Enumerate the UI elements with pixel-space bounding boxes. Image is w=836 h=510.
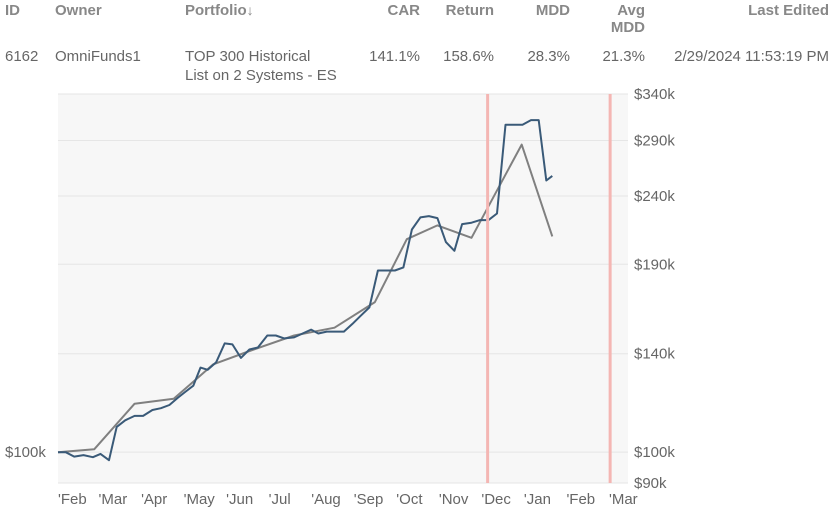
x-tick-label: 'Feb bbox=[566, 491, 595, 508]
x-tick-label: 'Nov bbox=[439, 491, 469, 508]
x-tick-label: 'Aug bbox=[311, 491, 341, 508]
equity-chart: $340k $290k $240k $190k $140k $100k $90k $100k '… bbox=[5, 88, 675, 508]
y-tick-label-left: $100k bbox=[5, 444, 46, 461]
plot-background bbox=[58, 94, 628, 483]
header-avg-mdd-line1: Avg bbox=[617, 2, 645, 19]
header-mdd[interactable]: MDD bbox=[535, 2, 570, 19]
cell-mdd: 28.3% bbox=[527, 48, 570, 65]
header-return[interactable]: Return bbox=[445, 2, 494, 19]
y-tick-label-right: $90k bbox=[634, 475, 667, 492]
axis-labels: $340k $290k $240k $190k $140k $100k $90k $100k '… bbox=[5, 88, 675, 508]
cell-id: 6162 bbox=[5, 48, 39, 65]
y-tick-label-right: $100k bbox=[634, 444, 675, 461]
x-tick-label: 'Apr bbox=[141, 491, 167, 508]
gridlines bbox=[58, 93, 628, 484]
plot-area bbox=[58, 94, 628, 483]
header-avg-mdd[interactable]: Avg MDD bbox=[611, 2, 645, 36]
x-tick-label: 'Jun bbox=[226, 491, 253, 508]
x-tick-label: 'Mar bbox=[99, 491, 128, 508]
x-tick-label: 'Mar bbox=[609, 491, 638, 508]
cell-portfolio-line1: TOP 300 Historical bbox=[185, 48, 311, 65]
x-tick-label: 'Jan bbox=[524, 491, 551, 508]
y-tick-label-right: $240k bbox=[634, 188, 675, 205]
highlight-lines bbox=[486, 94, 612, 483]
cell-owner[interactable]: OmniFunds1 bbox=[55, 48, 141, 65]
x-tick-label: 'May bbox=[184, 491, 216, 508]
y-tick-label-right: $340k bbox=[634, 88, 675, 103]
cell-return: 158.6% bbox=[443, 48, 494, 65]
header-portfolio[interactable]: Portfolio↓ bbox=[185, 2, 254, 19]
cell-car: 141.1% bbox=[369, 48, 420, 65]
cell-avg-mdd: 21.3% bbox=[602, 48, 645, 65]
header-car[interactable]: CAR bbox=[387, 2, 421, 19]
y-tick-label-right: $140k bbox=[634, 346, 675, 363]
header-portfolio-label: Portfolio bbox=[185, 2, 247, 19]
x-tick-label: 'Sep bbox=[354, 491, 384, 508]
sort-descending-icon: ↓ bbox=[246, 2, 254, 18]
header-id[interactable]: ID bbox=[5, 2, 20, 19]
cell-portfolio-line2: List on 2 Systems - ES bbox=[185, 67, 337, 84]
x-tick-label: 'Dec bbox=[481, 491, 511, 508]
header-last-edited[interactable]: Last Edited bbox=[748, 2, 829, 19]
x-tick-label: 'Jul bbox=[269, 491, 291, 508]
cell-last-edited: 2/29/2024 11:53:19 PM bbox=[674, 48, 829, 65]
x-tick-label: 'Oct bbox=[396, 491, 423, 508]
header-avg-mdd-line2: MDD bbox=[610, 19, 645, 36]
equity-line bbox=[58, 119, 553, 462]
cell-portfolio[interactable]: TOP 300 Historical List on 2 Systems - ES bbox=[185, 47, 337, 85]
x-tick-label: 'Feb bbox=[58, 491, 87, 508]
y-tick-label-right: $290k bbox=[634, 133, 675, 150]
series-lines bbox=[57, 119, 554, 462]
y-tick-label-right: $190k bbox=[634, 256, 675, 273]
header-owner[interactable]: Owner bbox=[55, 2, 102, 19]
